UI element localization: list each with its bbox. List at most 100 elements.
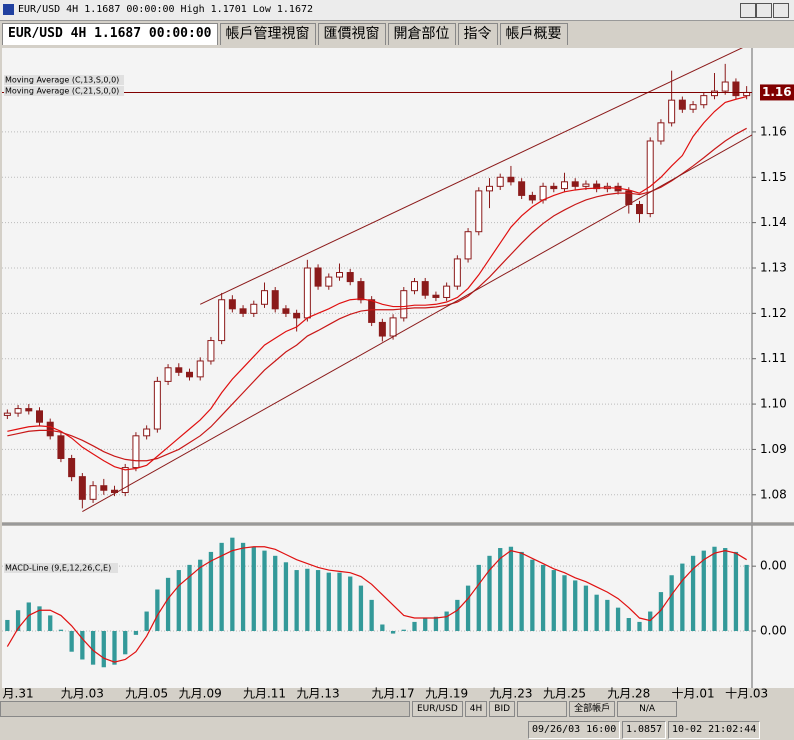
candle-body xyxy=(228,299,236,310)
candle-body xyxy=(389,317,397,337)
candle-body xyxy=(25,408,33,412)
macd-bar xyxy=(723,548,728,631)
candle-body xyxy=(711,90,718,97)
macd-bar xyxy=(112,630,117,665)
symbol-button[interactable]: EUR/USD xyxy=(412,701,463,717)
candle-body xyxy=(400,290,408,319)
x-tick-label: 九月.09 xyxy=(179,687,222,701)
macd-bar xyxy=(69,630,74,652)
candle-body xyxy=(336,272,343,278)
candle-body xyxy=(164,367,172,382)
tab[interactable]: EUR/USD 4H 1.1687 00:00:00 xyxy=(2,23,218,45)
macd-bar xyxy=(562,575,567,631)
x-tick-label: 九月.05 xyxy=(125,687,168,701)
macd-bar xyxy=(315,570,321,631)
tools-button[interactable] xyxy=(517,701,568,717)
candle-body xyxy=(143,428,151,437)
x-tick-label: 九月.03 xyxy=(61,687,104,701)
tab[interactable]: 開倉部位 xyxy=(387,23,456,45)
signal-line xyxy=(6,546,747,663)
macd-bar xyxy=(230,537,235,631)
legend-box xyxy=(4,563,118,573)
candle-body xyxy=(689,104,697,110)
macd-bar xyxy=(583,585,589,631)
macd-axis xyxy=(752,526,794,688)
maximize-button[interactable] xyxy=(756,3,772,18)
x-tick-label: 月.31 xyxy=(3,687,34,701)
macd-bar xyxy=(176,570,181,631)
y-tick-label: 1.08 xyxy=(760,487,787,501)
price-badge: 1.16 xyxy=(762,85,792,99)
macd-bar xyxy=(498,548,503,631)
macd-bar xyxy=(487,555,492,631)
y-tick-label: 0.00 xyxy=(760,623,787,637)
x-tick-label: 九月.19 xyxy=(425,687,468,701)
macd-bar xyxy=(637,621,642,631)
candle-body xyxy=(453,258,461,287)
candle-body xyxy=(346,272,354,283)
legend-label: Moving Average (C,21,S,0,0) xyxy=(5,87,119,96)
candle-body xyxy=(261,290,268,305)
x-tick-label: 九月.28 xyxy=(607,687,650,701)
candle-body xyxy=(582,183,590,187)
candle-body xyxy=(464,231,472,260)
macd-bar xyxy=(251,546,256,631)
macd-bar xyxy=(48,615,53,631)
account-button[interactable]: 全部帳戶 xyxy=(569,701,616,717)
close-button[interactable] xyxy=(773,3,789,18)
candle-body xyxy=(293,312,301,319)
price-button[interactable]: BID xyxy=(489,701,516,717)
macd-bar xyxy=(744,564,749,631)
price-plot xyxy=(2,48,752,513)
macd-bar xyxy=(198,559,203,631)
macd-bar xyxy=(530,559,535,631)
y-tick-label: 1.16 xyxy=(760,124,787,138)
candle-body xyxy=(528,194,536,201)
candle-body xyxy=(250,303,258,314)
macd-bar xyxy=(26,602,31,631)
macd-bar xyxy=(187,564,192,631)
macd-bar xyxy=(648,611,653,631)
x-tick-label: 九月.17 xyxy=(372,687,415,701)
macd-bar xyxy=(369,599,374,631)
candle-body xyxy=(89,485,97,500)
x-tick-label: 十月.03 xyxy=(725,687,768,701)
macd-bar xyxy=(733,551,739,631)
period-button[interactable]: 4H xyxy=(464,701,488,717)
candle-body xyxy=(571,181,579,187)
macd-bar xyxy=(658,592,664,631)
tab[interactable]: 指令 xyxy=(457,23,498,45)
minimize-button[interactable] xyxy=(740,3,756,18)
macd-bar xyxy=(423,618,428,631)
moving-average xyxy=(7,127,747,462)
scrollbar[interactable] xyxy=(0,701,410,717)
candle-body xyxy=(175,367,183,373)
candle-body xyxy=(411,281,418,292)
tab[interactable]: 匯價視窗 xyxy=(317,23,386,45)
macd-bar xyxy=(15,610,21,631)
legend-box xyxy=(4,86,124,96)
y-tick-label: 1.14 xyxy=(760,215,787,229)
moving-average xyxy=(7,95,747,471)
macd-bar xyxy=(380,624,385,631)
toolbar: EUR/USD 4H BID 全部帳戶 N/A xyxy=(0,701,794,717)
candle-body xyxy=(153,380,161,430)
candle-body xyxy=(78,476,86,500)
x-tick-label: 九月.25 xyxy=(543,687,586,701)
macd-bar xyxy=(90,630,96,665)
y-tick-label: 1.12 xyxy=(760,306,787,320)
macd-bar xyxy=(240,542,246,631)
macd-bar xyxy=(401,629,406,631)
candle-body xyxy=(668,99,676,124)
tab[interactable]: 帳戶概要 xyxy=(499,23,568,45)
candle-body xyxy=(721,81,729,92)
legend-label: Moving Average (C,13,S,0,0) xyxy=(5,76,119,85)
macd-bar xyxy=(433,616,439,631)
macd-bar xyxy=(358,585,364,631)
candle-body xyxy=(271,290,279,310)
tab[interactable]: 帳戶管理視窗 xyxy=(219,23,316,45)
tab-bar: EUR/USD 4H 1.1687 00:00:00 帳戶管理視窗 匯價視窗 開… xyxy=(2,23,570,45)
y-tick-label: 1.13 xyxy=(760,260,787,274)
candle-body xyxy=(196,360,204,378)
x-tick-label: 九月.13 xyxy=(297,687,340,701)
